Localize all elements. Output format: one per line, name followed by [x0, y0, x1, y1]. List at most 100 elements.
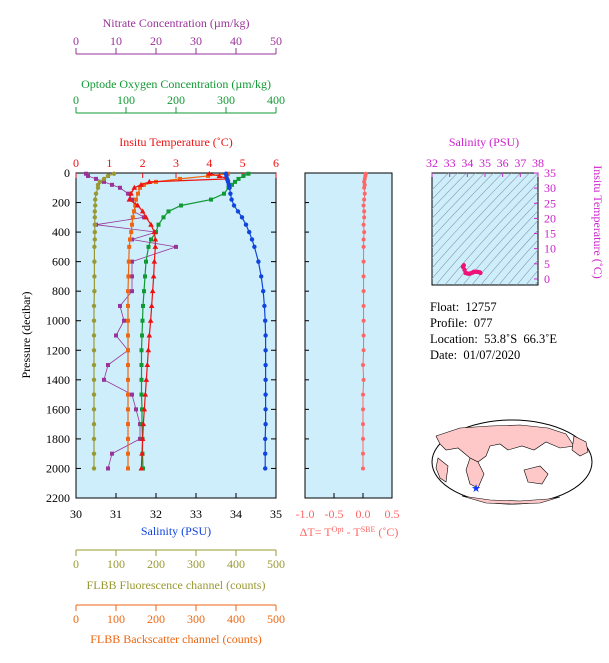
- temperature-point: [139, 450, 145, 456]
- fluorescence-point: [91, 407, 97, 412]
- nitrate-point: [118, 303, 122, 308]
- nitrate-point: [138, 436, 142, 441]
- nitrate-point: [130, 392, 134, 397]
- delta-t-point: [361, 466, 365, 471]
- density-contour: [525, 270, 538, 285]
- oxygen-point: [236, 176, 241, 181]
- temperature-tick-label: 5: [240, 156, 246, 170]
- ts-salinity-tick-label: 38: [532, 156, 544, 170]
- oxygen-point: [166, 209, 171, 214]
- fluorescence-axis-tick-label: 100: [107, 557, 125, 571]
- backscatter-axis-tick-label: 300: [187, 612, 205, 626]
- fluorescence-point: [92, 288, 97, 294]
- fluorescence-axis-tick-label: 400: [227, 557, 245, 571]
- temperature-point: [146, 178, 153, 184]
- backscatter-point: [126, 377, 130, 382]
- temperature-point: [151, 258, 158, 264]
- temperature-point: [152, 243, 159, 249]
- temperature-tick-label: 0: [73, 156, 79, 170]
- map-land-americas-north: [571, 435, 589, 457]
- delta-t-point: [361, 274, 366, 279]
- temperature-point: [145, 347, 152, 353]
- fluorescence-point: [95, 185, 101, 190]
- salinity-point: [243, 222, 249, 227]
- backscatter-point: [130, 222, 134, 227]
- nitrate-axis-tick-label: 30: [190, 34, 202, 48]
- fluorescence-point: [92, 222, 98, 227]
- fluorescence-point: [91, 466, 97, 471]
- ts-temperature-tick-label: 30: [544, 181, 556, 195]
- float-id: 12757: [465, 300, 497, 314]
- backscatter-point: [126, 363, 130, 368]
- pressure-tick-label: 400: [52, 225, 70, 239]
- fluorescence-point: [92, 209, 98, 214]
- ts-temperature-tick-label: 25: [544, 196, 556, 210]
- profile-plot-area: [75, 172, 277, 499]
- temperature-tick-label: 2: [140, 156, 146, 170]
- nitrate-point: [126, 191, 130, 196]
- oxygen-axis-tick-label: 100: [117, 93, 135, 107]
- backscatter-point: [133, 203, 138, 208]
- temperature-point: [148, 302, 155, 308]
- density-contour: [432, 173, 512, 259]
- pressure-axis-label: Pressure (decibar): [19, 292, 33, 379]
- backscatter-point: [126, 289, 130, 294]
- temperature-point: [206, 170, 213, 176]
- delta-t-point: [362, 191, 367, 196]
- backscatter-axis-tick-label: 0: [73, 612, 79, 626]
- ts-temperature-tick-label: 20: [544, 211, 556, 225]
- pressure-tick-label: 2200: [46, 491, 70, 505]
- temperature-point: [131, 184, 138, 190]
- delta-t-point: [362, 185, 367, 190]
- ts-salinity-tick-label: 32: [426, 156, 438, 170]
- temperature-point: [142, 391, 149, 397]
- density-contour: [534, 280, 538, 285]
- fluorescence-point: [92, 274, 97, 279]
- salinity-point: [249, 237, 255, 242]
- pressure-tick-label: 1200: [46, 343, 70, 357]
- salinity-point: [263, 466, 268, 471]
- backscatter-point: [126, 451, 130, 456]
- salinity-axis-label: Salinity (PSU): [141, 524, 211, 538]
- temperature-tick-label: 6: [273, 156, 279, 170]
- salinity-point: [261, 288, 266, 294]
- nitrate-axis-tick-label: 40: [230, 34, 242, 48]
- salinity-point: [263, 362, 268, 368]
- temperature-point: [141, 406, 148, 412]
- ts-salinity-tick-label: 36: [497, 156, 509, 170]
- nitrate-axis-tick-label: 50: [270, 34, 282, 48]
- nitrate-point: [94, 176, 98, 181]
- delta-t-point: [361, 244, 366, 249]
- fluorescence-axis-tick-label: 300: [187, 557, 205, 571]
- nitrate-axis-label: Nitrate Concentration (µm/kg): [103, 16, 250, 30]
- backscatter-point: [206, 173, 210, 178]
- float-info: Float: 12757: [430, 300, 497, 314]
- backscatter-axis-tick-label: 500: [267, 612, 285, 626]
- fluorescence-axis-tick-label: 500: [267, 557, 285, 571]
- salinity-point: [263, 318, 268, 323]
- delta-t-point: [361, 203, 366, 208]
- map-land-antarctica: [461, 495, 561, 505]
- fluorescence-point: [91, 377, 97, 383]
- temperature-point: [151, 229, 158, 235]
- nitrate-axis-tick-label: 20: [150, 34, 162, 48]
- delta-t-point: [361, 422, 365, 427]
- pressure-tick-label: 1400: [46, 373, 70, 387]
- ts-temperature-tick-label: 35: [544, 166, 556, 180]
- backscatter-point: [126, 259, 131, 264]
- delta-t-point: [361, 222, 366, 227]
- backscatter-point: [138, 185, 142, 190]
- oxygen-point: [233, 179, 237, 184]
- nitrate-point: [102, 377, 106, 382]
- salinity-tick-label: 35: [270, 507, 282, 521]
- temperature-point: [148, 221, 154, 227]
- density-contour: [462, 200, 538, 285]
- oxygen-point: [142, 289, 146, 294]
- delta-t-point: [361, 303, 366, 308]
- temperature-point: [139, 435, 146, 441]
- oxygen-point: [161, 215, 166, 220]
- density-contour: [432, 173, 503, 249]
- pressure-tick-label: 200: [52, 196, 70, 210]
- nitrate-point: [110, 182, 114, 187]
- temperature-point: [146, 332, 153, 338]
